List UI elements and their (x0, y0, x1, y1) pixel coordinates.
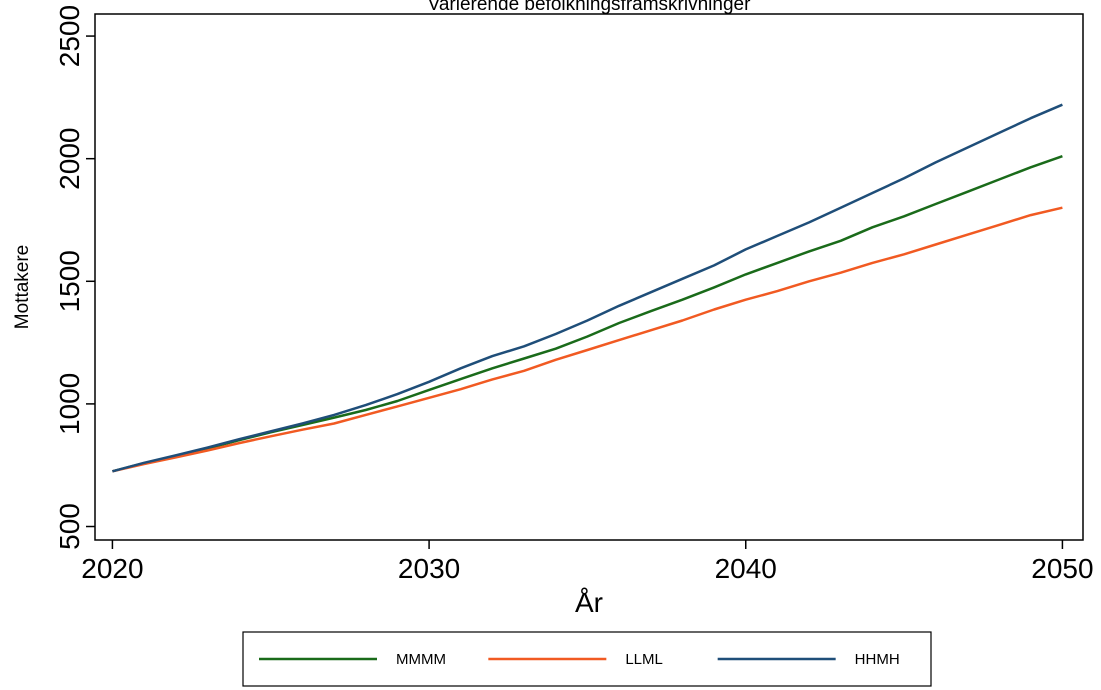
series-line-hhmh (112, 103, 1063, 473)
plot-area-frame (94, 13, 1084, 541)
series-line-mmmm (112, 155, 1063, 473)
y-tick-label: 1500 (54, 250, 85, 312)
legend-label-llml: LLML (625, 651, 663, 668)
chart-title: Varierende befolkningsframskrivninger (428, 0, 751, 15)
legend-label-hhmh: HHMH (855, 651, 900, 668)
series-line-llml (112, 206, 1063, 473)
x-axis-title: År (575, 587, 603, 618)
y-axis: 500 1000 1500 2000 2500 (54, 5, 95, 550)
series-lines (112, 103, 1063, 473)
x-tick-label: 2030 (398, 553, 460, 584)
legend-label-mmmm: MMMM (396, 651, 446, 668)
y-tick-label: 2500 (54, 5, 85, 67)
y-tick-label: 500 (54, 503, 85, 550)
y-axis-title: Mottakere (12, 245, 33, 329)
x-tick-label: 2050 (1031, 553, 1093, 584)
x-tick-label: 2020 (81, 553, 143, 584)
legend: MMMM LLML HHMH (242, 631, 932, 687)
y-tick-label: 2000 (54, 128, 85, 190)
y-tick-label: 1000 (54, 373, 85, 435)
x-tick-label: 2040 (715, 553, 777, 584)
x-axis: 2020 2030 2040 2050 (81, 540, 1094, 584)
